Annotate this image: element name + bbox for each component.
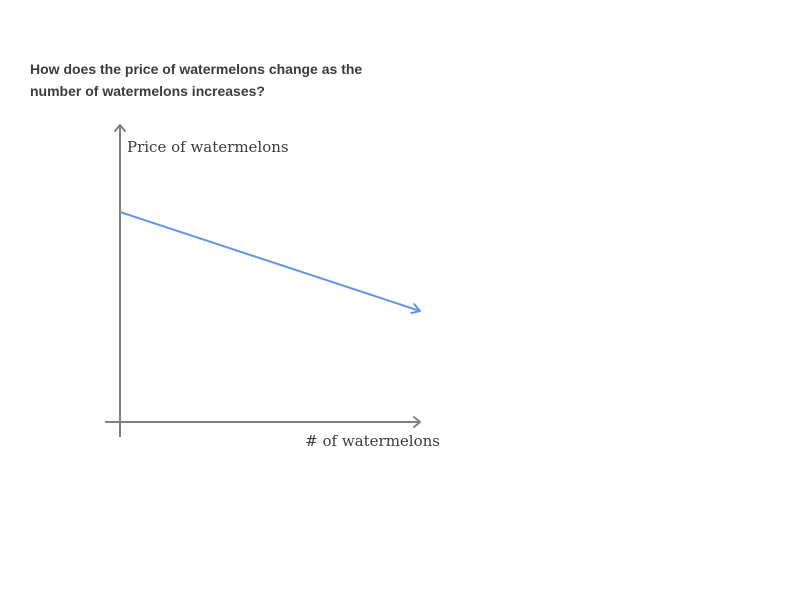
question-text: How does the price of watermelons change…: [30, 58, 390, 102]
question-line-1: How does the price of watermelons change…: [30, 61, 363, 77]
y-axis-label: Price of watermelons: [127, 138, 289, 156]
x-axis-label: # of watermelons: [305, 432, 440, 450]
series-line-0: [119, 211, 421, 312]
x-axis-arrowhead: [413, 416, 421, 428]
y-axis-arrowhead: [114, 124, 126, 132]
series-layer: [119, 211, 421, 315]
question-line-2: number of watermelons increases?: [30, 83, 265, 99]
series-arrowhead-0: [410, 303, 421, 315]
axes: [105, 124, 421, 437]
